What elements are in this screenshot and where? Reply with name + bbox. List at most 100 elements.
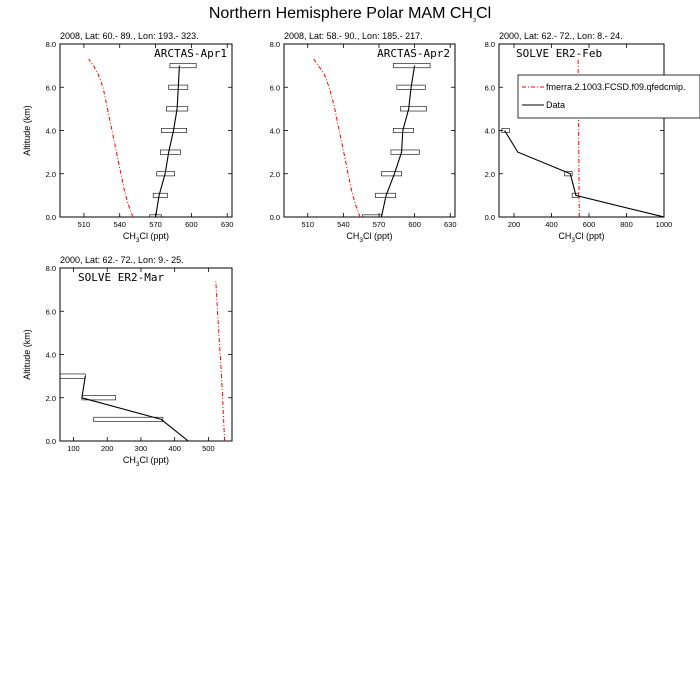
x-tick-label: 400 xyxy=(545,220,558,229)
plot-frame xyxy=(59,43,233,218)
x-axis-label: CH3Cl (ppt) xyxy=(123,455,169,468)
chart-panel: 2000, Lat: 62.- 72., Lon: 9.- 25. 100 200 3… xyxy=(22,255,233,468)
panels: 2008, Lat: 60.- 89., Lon: 193.- 323. 510 5… xyxy=(22,31,700,468)
x-tick-label: 600 xyxy=(185,220,198,229)
y-tick-label: 8.0 xyxy=(485,40,495,49)
panel-header: 2000, Lat: 62.- 72., Lon: 9.- 25. xyxy=(60,255,184,265)
panel-title: ARCTAS-Apr1 xyxy=(154,47,227,60)
data-line xyxy=(380,65,416,217)
y-tick-label: 0.0 xyxy=(270,213,280,222)
x-label-part: CH xyxy=(123,455,136,465)
y-tick-label: 2.0 xyxy=(46,170,56,179)
x-label-subscript: 3 xyxy=(136,237,140,244)
x-tick-label: 100 xyxy=(67,444,80,453)
y-tick-label: 6.0 xyxy=(270,83,280,92)
panel-header: 2008, Lat: 58.- 90., Lon: 185.- 217. xyxy=(284,31,423,41)
x-axis-label: CH3Cl (ppt) xyxy=(123,231,169,244)
data-range-box xyxy=(93,416,164,422)
data-range-box xyxy=(152,192,168,198)
plot-frame xyxy=(283,43,456,218)
y-tick-label: 4.0 xyxy=(46,127,56,136)
x-label-part: CH xyxy=(558,231,571,241)
x-tick-label: 600 xyxy=(583,220,596,229)
data-range-box xyxy=(60,373,86,379)
x-tick-label: 500 xyxy=(202,444,215,453)
panel-header: 2000, Lat: 62.- 72., Lon: 8.- 24. xyxy=(499,31,623,41)
y-tick-label: 6.0 xyxy=(485,83,495,92)
x-axis-label: CH3Cl (ppt) xyxy=(558,231,604,244)
x-label-subscript: 3 xyxy=(136,461,140,468)
x-tick-label: 570 xyxy=(149,220,162,229)
plot-data xyxy=(313,58,431,217)
y-tick-label: 4.0 xyxy=(46,351,56,360)
x-tick-label: 1000 xyxy=(656,220,673,229)
x-axis-label: CH3Cl (ppt) xyxy=(346,231,392,244)
legend-data-label: Data xyxy=(546,100,565,110)
y-tick-label: 6.0 xyxy=(46,307,56,316)
data-range-box xyxy=(390,149,420,155)
y-tick-label: 0.0 xyxy=(46,437,56,446)
x-tick-label: 630 xyxy=(444,220,457,229)
figure-title: Northern Hemisphere Polar MAM CH3Cl xyxy=(209,5,491,24)
panel-header: 2008, Lat: 60.- 89., Lon: 193.- 323. xyxy=(60,31,199,41)
y-tick-label: 0.0 xyxy=(46,213,56,222)
x-tick-label: 630 xyxy=(221,220,234,229)
y-tick-label: 4.0 xyxy=(485,127,495,136)
legend-box xyxy=(517,74,700,119)
x-tick-label: 300 xyxy=(135,444,148,453)
panel-title: ARCTAS-Apr2 xyxy=(377,47,450,60)
x-tick-label: 200 xyxy=(508,220,521,229)
panel-title: SOLVE ER2-Mar xyxy=(78,271,164,284)
x-label-part: Cl (ppt) xyxy=(140,455,170,465)
x-tick-label: 540 xyxy=(113,220,126,229)
data-range-box xyxy=(381,171,402,177)
x-tick-label: 600 xyxy=(408,220,421,229)
data-range-box xyxy=(564,171,573,177)
x-tick-label: 800 xyxy=(620,220,633,229)
y-axis-label: Altitude (km) xyxy=(22,329,32,380)
x-tick-label: 570 xyxy=(373,220,386,229)
model-line xyxy=(215,280,226,441)
data-line xyxy=(81,376,189,441)
data-range-box xyxy=(392,63,431,69)
x-tick-label: 400 xyxy=(168,444,181,453)
plot-data xyxy=(60,280,226,441)
x-tick-label: 510 xyxy=(301,220,314,229)
plot-frame xyxy=(498,43,665,218)
x-label-part: Cl (ppt) xyxy=(363,231,393,241)
y-tick-label: 2.0 xyxy=(46,394,56,403)
x-label-part: Cl (ppt) xyxy=(575,231,605,241)
x-label-part: CH xyxy=(123,231,136,241)
data-range-box xyxy=(160,149,181,155)
model-line xyxy=(313,58,361,217)
plot-data xyxy=(88,58,197,217)
y-tick-label: 8.0 xyxy=(46,264,56,273)
data-range-box xyxy=(400,106,427,112)
y-tick-label: 8.0 xyxy=(46,40,56,49)
legend: fmerra.2.1003.FCSD.f09.qfedcmip. Data xyxy=(517,74,700,119)
legend-model-label: fmerra.2.1003.FCSD.f09.qfedcmip. xyxy=(546,82,686,92)
x-tick-label: 540 xyxy=(337,220,350,229)
x-label-part: Cl (ppt) xyxy=(140,231,170,241)
y-tick-label: 4.0 xyxy=(270,127,280,136)
data-line xyxy=(155,65,180,217)
data-range-box xyxy=(169,63,197,69)
y-tick-label: 0.0 xyxy=(485,213,495,222)
chart-panel: 2008, Lat: 58.- 90., Lon: 185.- 217. 510 5… xyxy=(270,31,457,244)
y-axis-label: Altitude (km) xyxy=(22,105,32,156)
y-tick-label: 2.0 xyxy=(485,170,495,179)
x-label-subscript: 3 xyxy=(571,237,575,244)
x-label-subscript: 3 xyxy=(359,237,363,244)
chart-panel: 2008, Lat: 60.- 89., Lon: 193.- 323. 510 5… xyxy=(22,31,233,244)
y-tick-label: 8.0 xyxy=(270,40,280,49)
x-label-part: CH xyxy=(346,231,359,241)
y-tick-label: 6.0 xyxy=(46,83,56,92)
x-tick-label: 510 xyxy=(78,220,91,229)
data-line xyxy=(504,130,664,217)
model-line xyxy=(88,58,134,217)
x-tick-label: 200 xyxy=(101,444,114,453)
chart-panel: 2000, Lat: 62.- 72., Lon: 8.- 24. 200 400 6… xyxy=(485,31,700,244)
panel-title: SOLVE ER2-Feb xyxy=(516,47,602,60)
y-tick-label: 2.0 xyxy=(270,170,280,179)
